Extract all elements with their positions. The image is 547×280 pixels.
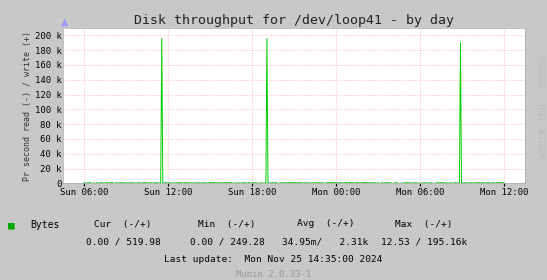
Text: Bytes: Bytes <box>30 220 60 230</box>
Text: 0.00 / 249.28: 0.00 / 249.28 <box>190 238 264 247</box>
Text: 12.53 / 195.16k: 12.53 / 195.16k <box>381 238 467 247</box>
Text: Avg  (-/+): Avg (-/+) <box>296 220 354 228</box>
Text: 0.00 / 519.98: 0.00 / 519.98 <box>86 238 160 247</box>
Text: Cur  (-/+): Cur (-/+) <box>94 220 152 228</box>
Y-axis label: Pr second read (-) / write (+): Pr second read (-) / write (+) <box>23 31 32 181</box>
Text: ■: ■ <box>8 220 15 230</box>
Text: ▲: ▲ <box>61 17 68 26</box>
Title: Disk throughput for /dev/loop41 - by day: Disk throughput for /dev/loop41 - by day <box>134 14 454 27</box>
Text: Min  (-/+): Min (-/+) <box>198 220 256 228</box>
Text: 34.95m/   2.31k: 34.95m/ 2.31k <box>282 238 369 247</box>
Text: Max  (-/+): Max (-/+) <box>395 220 453 228</box>
Text: Last update:  Mon Nov 25 14:35:00 2024: Last update: Mon Nov 25 14:35:00 2024 <box>164 255 383 263</box>
Text: RRDTOOL / TOBI OETIKER: RRDTOOL / TOBI OETIKER <box>537 55 546 157</box>
Text: Munin 2.0.33-1: Munin 2.0.33-1 <box>236 270 311 279</box>
